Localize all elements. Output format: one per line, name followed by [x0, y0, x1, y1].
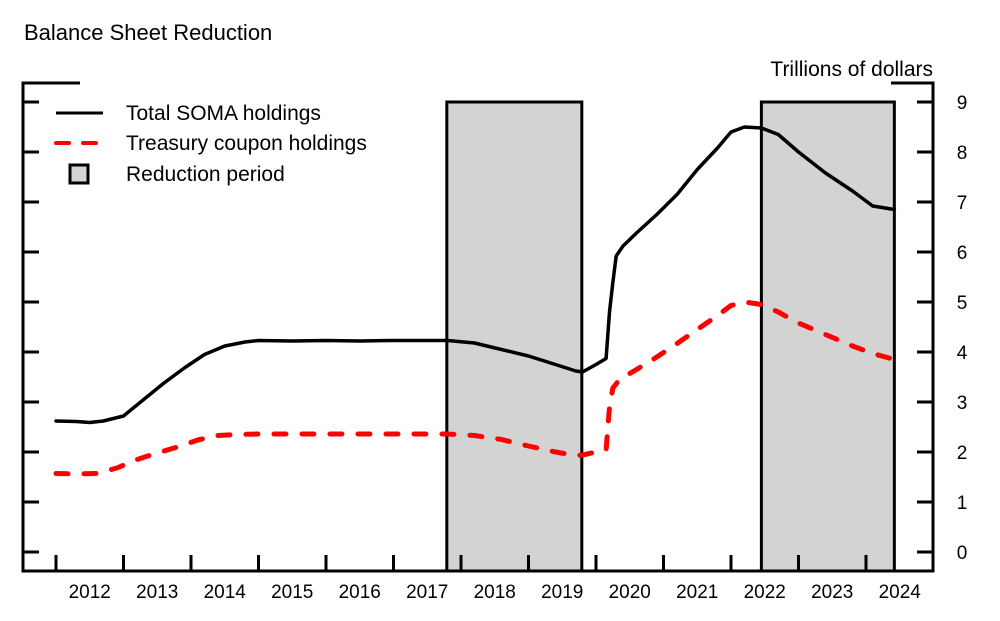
legend-swatch-reduction-period — [68, 163, 90, 185]
x-tick-label: 2021 — [676, 582, 718, 603]
y-tick-label: 4 — [957, 343, 968, 364]
axes — [21, 81, 935, 573]
x-tick-label: 2023 — [811, 582, 853, 603]
y-tick-label: 3 — [957, 393, 968, 414]
axis-frame — [21, 81, 935, 573]
y-tick-label: 9 — [957, 93, 968, 114]
legend: Total SOMA holdings Treasury coupon hold… — [54, 102, 367, 186]
legend-label-treasury-coupon: Treasury coupon holdings — [126, 132, 367, 155]
ticks: 0 1 2 3 4 5 6 7 8 9 2012 2013 2014 2015 2016 2017 2018 20… — [23, 93, 968, 603]
reduction-periods — [445, 100, 896, 573]
x-tick-label: 2017 — [406, 582, 448, 603]
x-tick-label: 2024 — [879, 582, 922, 603]
x-tick-label: 2014 — [204, 582, 247, 603]
x-tick-label: 2012 — [69, 582, 111, 603]
y-axis-label: Trillions of dollars — [770, 58, 933, 81]
x-tick-label: 2022 — [744, 582, 786, 603]
x-tick-label: 2013 — [136, 582, 178, 603]
legend-label-reduction-period: Reduction period — [126, 163, 285, 186]
reduction-period-1 — [445, 100, 584, 573]
y-tick-label: 5 — [957, 293, 968, 314]
x-tick-label: 2015 — [271, 582, 313, 603]
y-tick-label: 0 — [957, 543, 968, 564]
y-tick-label: 7 — [957, 193, 968, 214]
chart-title: Balance Sheet Reduction — [24, 20, 272, 45]
y-tick-label: 8 — [957, 143, 968, 164]
x-tick-label: 2019 — [541, 582, 583, 603]
treasury-coupon-line — [53, 299, 897, 477]
y-tick-label: 6 — [957, 243, 968, 264]
legend-label-total-soma: Total SOMA holdings — [126, 102, 321, 125]
y-tick-label: 2 — [957, 443, 968, 464]
x-tick-label: 2020 — [609, 582, 651, 603]
y-tick-label: 1 — [957, 493, 968, 514]
x-tick-label: 2018 — [474, 582, 516, 603]
series-lines — [53, 125, 897, 477]
x-tick-label: 2016 — [339, 582, 381, 603]
total-soma-line — [54, 125, 897, 425]
